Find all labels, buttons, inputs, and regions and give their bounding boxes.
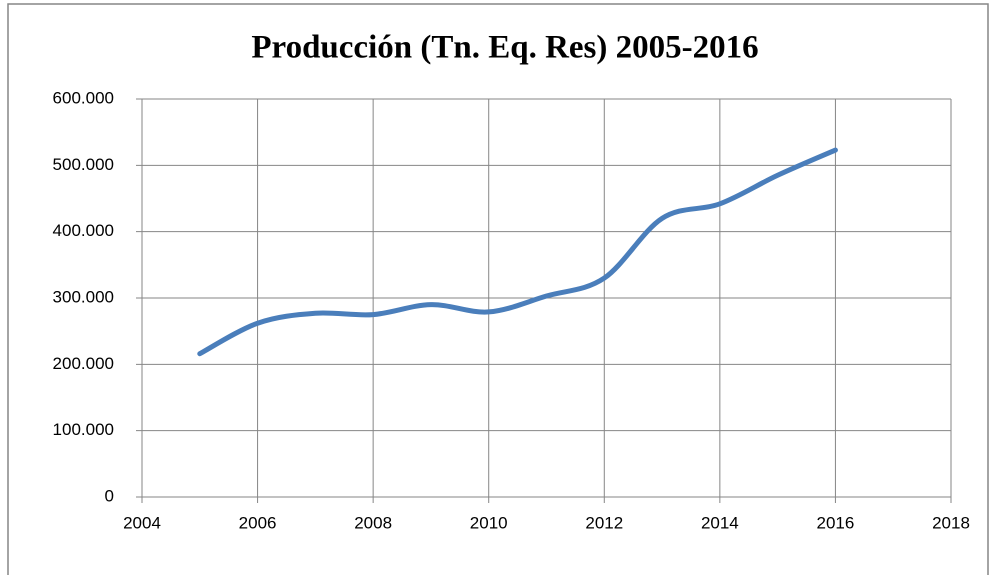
x-tick-label: 2006 xyxy=(239,513,277,532)
y-tick-label: 300.000 xyxy=(53,287,114,306)
y-tick-label: 100.000 xyxy=(53,420,114,439)
y-tick-label: 200.000 xyxy=(53,354,114,373)
y-tick-label: 0 xyxy=(105,486,114,505)
x-tick-label: 2016 xyxy=(817,513,855,532)
x-tick-label: 2012 xyxy=(585,513,623,532)
x-tick-label: 2008 xyxy=(354,513,392,532)
x-tick-label: 2014 xyxy=(701,513,739,532)
y-tick-label: 400.000 xyxy=(53,221,114,240)
x-tick-label: 2010 xyxy=(470,513,508,532)
y-tick-label: 600.000 xyxy=(53,88,114,107)
x-tick-label: 2004 xyxy=(123,513,161,532)
chart-title: Producción (Tn. Eq. Res) 2005-2016 xyxy=(251,30,758,66)
x-tick-label: 2018 xyxy=(932,513,970,532)
data-line xyxy=(197,147,838,357)
chart-border xyxy=(7,3,989,575)
y-tick-label: 500.000 xyxy=(53,155,114,174)
